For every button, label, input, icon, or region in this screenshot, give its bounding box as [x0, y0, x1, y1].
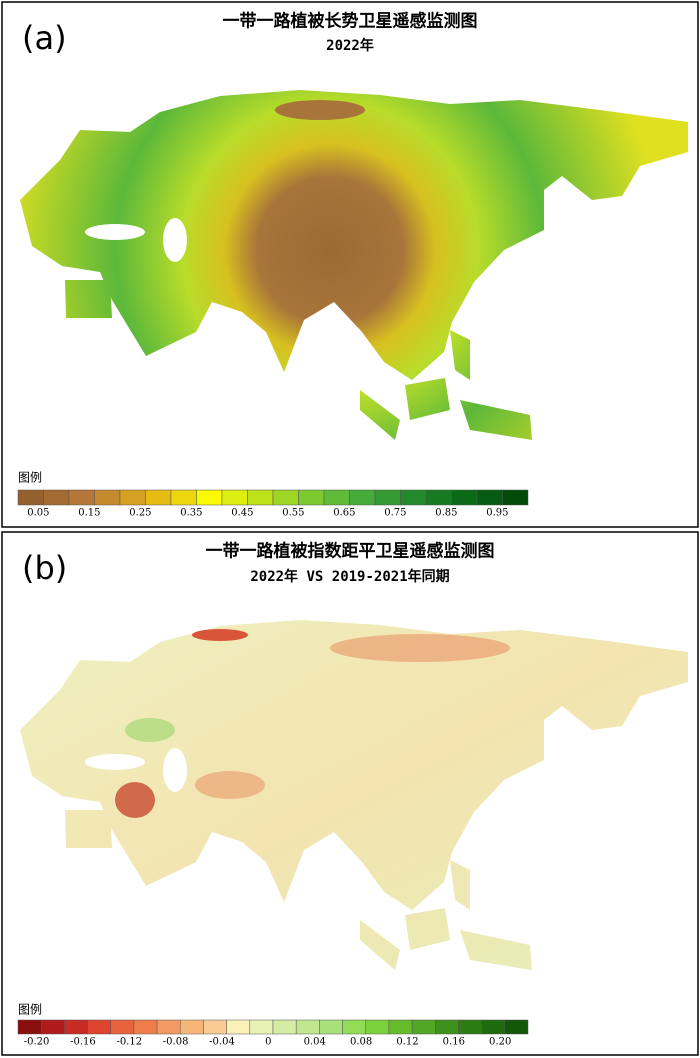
- legend-swatch: [272, 489, 299, 506]
- legend-swatch: [145, 489, 172, 506]
- legend-swatch: [388, 1019, 413, 1035]
- map-sea: [85, 754, 145, 770]
- legend-swatch: [196, 489, 223, 506]
- legend-tick-label: 0.16: [443, 1037, 465, 1048]
- map-region: [125, 718, 175, 742]
- map-sea: [85, 224, 145, 240]
- legend-swatch: [180, 1019, 204, 1035]
- map-region: [275, 100, 365, 120]
- legend-swatch: [272, 1019, 297, 1035]
- legend-swatch: [43, 489, 70, 506]
- legend-swatch: [349, 489, 376, 506]
- legend: -0.20 -0.16 -0.12 -0.08 -0.04 0 0.04 0.08 0.12 0.…: [17, 1019, 529, 1048]
- legend-swatch: [504, 1019, 529, 1035]
- legend-tick-label: 0.04: [304, 1037, 326, 1048]
- legend-swatch: [425, 489, 452, 506]
- map-title: 一带一路植被指数距平卫星遥感监测图: [206, 541, 495, 562]
- legend-swatch: [68, 489, 95, 506]
- map-title: 一带一路植被长势卫星遥感监测图: [223, 11, 478, 32]
- legend-swatch: [476, 489, 503, 506]
- legend-swatch: [226, 1019, 251, 1035]
- legend-tick-label: -0.16: [70, 1037, 96, 1048]
- legend-title: 图例: [18, 471, 42, 485]
- legend-tick-label: 0.20: [489, 1037, 511, 1048]
- map-region: [115, 782, 155, 818]
- legend-swatch: [94, 489, 121, 506]
- legend-swatch: [481, 1019, 506, 1035]
- legend-swatch: [342, 1019, 366, 1035]
- legend-swatch: [203, 1019, 227, 1035]
- legend-swatch: [323, 489, 350, 506]
- map-region: [192, 629, 248, 641]
- legend-swatch: [87, 1019, 111, 1035]
- legend-tick-label: 0.35: [180, 508, 202, 519]
- legend-swatch: [411, 1019, 436, 1035]
- legend-swatch: [458, 1019, 482, 1035]
- legend-swatch: [40, 1019, 65, 1035]
- legend-swatch: [247, 489, 274, 506]
- legend-tick-label: 0.15: [78, 508, 100, 519]
- legend: 0.05 0.15 0.25 0.35 0.45 0.55 0.65 0.75 0.85 0.95: [17, 489, 529, 519]
- legend-tick-label: 0.12: [396, 1037, 418, 1048]
- legend-tick-label: 0.05: [27, 508, 49, 519]
- legend-swatch: [17, 1019, 42, 1035]
- legend-swatch: [133, 1019, 158, 1035]
- legend-tick-label: 0.65: [333, 508, 355, 519]
- legend-tick-label: 0.95: [486, 508, 508, 519]
- panel-label: (a): [22, 19, 67, 57]
- panel-label: (b): [22, 549, 67, 587]
- legend-swatch: [249, 1019, 274, 1035]
- map: [20, 620, 688, 970]
- legend-tick-label: 0.08: [350, 1037, 372, 1048]
- legend-swatch: [319, 1019, 343, 1035]
- legend-swatch: [435, 1019, 459, 1035]
- legend-swatch: [119, 489, 146, 506]
- map-sea: [163, 748, 187, 792]
- legend-tick-label: 0: [265, 1037, 271, 1048]
- legend-tick-label: 0.75: [384, 508, 406, 519]
- legend-swatch: [17, 489, 44, 506]
- legend-tick-label: 0.25: [129, 508, 151, 519]
- map-region: [330, 634, 510, 662]
- legend-swatch: [110, 1019, 135, 1035]
- map-subtitle: 2022年 VS 2019-2021年同期: [250, 568, 449, 585]
- legend-swatch: [451, 489, 478, 506]
- legend-tick-label: 0.45: [231, 508, 253, 519]
- legend-tick-label: -0.04: [209, 1037, 235, 1048]
- legend-swatch: [298, 489, 325, 506]
- map-subtitle: 2022年: [326, 37, 374, 54]
- map-sea: [163, 218, 187, 262]
- legend-swatch: [295, 1019, 320, 1035]
- legend-swatch: [400, 489, 427, 506]
- legend-swatch: [64, 1019, 88, 1035]
- legend-swatch: [170, 489, 197, 506]
- legend-tick-label: -0.12: [116, 1037, 142, 1048]
- legend-swatch: [374, 489, 401, 506]
- legend-tick-label: -0.08: [163, 1037, 189, 1048]
- legend-tick-label: -0.20: [24, 1037, 50, 1048]
- legend-swatch: [365, 1019, 390, 1035]
- legend-swatch: [221, 489, 248, 506]
- legend-tick-label: 0.55: [282, 508, 304, 519]
- legend-tick-label: 0.85: [435, 508, 457, 519]
- legend-title: 图例: [18, 1003, 42, 1017]
- legend-swatch: [502, 489, 529, 506]
- legend-swatch: [156, 1019, 181, 1035]
- map-region: [195, 771, 265, 799]
